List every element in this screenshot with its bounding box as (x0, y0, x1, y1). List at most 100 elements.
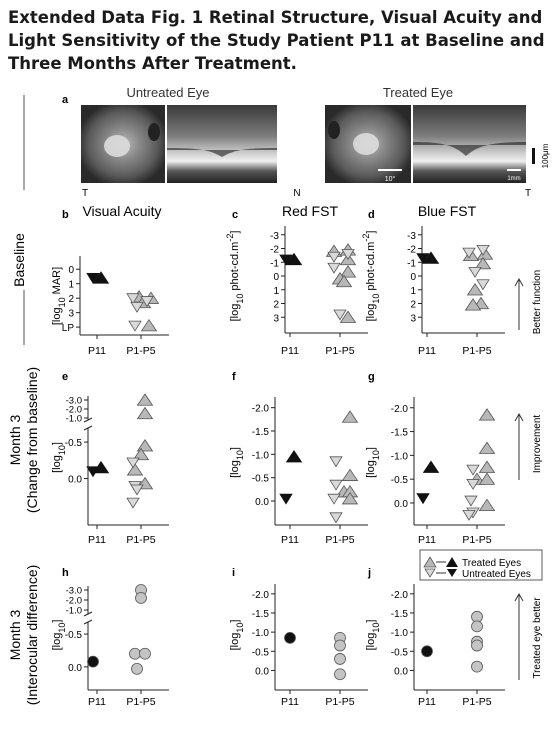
y-axis-label-c: [log10 phot-cd.m-2] (225, 231, 245, 322)
scale-bar-mm-label: 1mm (507, 176, 520, 182)
legend-treated-label: Treated Eyes (462, 558, 521, 569)
axis-break-mark (83, 425, 93, 431)
data-point (339, 265, 357, 278)
data-point (136, 406, 154, 420)
data-point (341, 410, 359, 423)
data-point (462, 247, 476, 259)
data-point (135, 592, 147, 604)
figure-title: Extended Data Fig. 1 Retinal Structure, … (8, 8, 545, 73)
axis-break-mark (83, 417, 93, 423)
scale-bar-degrees-label: 10° (385, 175, 396, 183)
panel-i: i [log10] -2.0 -1.5 -1.0 -0.5 0.0 P11 P1-P5 (229, 567, 368, 708)
x-tick-label: P1-P5 (126, 345, 155, 357)
legend-untreated-black-marker (447, 569, 457, 577)
y-tick-label: -1.5 (252, 427, 270, 438)
data-point (132, 447, 150, 461)
untreated-eye-label: Untreated Eye (126, 85, 209, 100)
data-point (126, 497, 140, 509)
data-point (126, 457, 140, 469)
data-point (471, 639, 483, 652)
y-tick-label: -1.0 (252, 628, 270, 639)
row-label-change-from-baseline: (Change from baseline) (24, 367, 40, 513)
y-tick-label: -1.0 (391, 628, 409, 639)
data-point (329, 456, 343, 468)
axis-break-mark (83, 619, 93, 625)
y-tick-label: 1 (68, 280, 74, 291)
data-point (130, 301, 144, 313)
data-point (128, 320, 142, 332)
panel-a: a Untreated Eye Treated Eye 10° 1mm 100μ… (62, 85, 550, 199)
data-point (471, 620, 483, 633)
legend-treated-black-marker (446, 557, 458, 567)
data-point (476, 244, 490, 256)
y-axis-label-b: [log10 MAR] (51, 267, 67, 325)
y-tick-label: 2 (410, 300, 416, 311)
x-tick-label: P1-P5 (462, 345, 491, 357)
y-tick-label: -1.5 (252, 609, 270, 620)
x-tick-label: P1-P5 (325, 534, 354, 546)
row-label-month3-change: Month 3 (7, 414, 23, 465)
panel-letter-c: c (232, 209, 238, 221)
data-point (129, 647, 141, 660)
y-tick-label: 3 (273, 313, 279, 324)
panel-title-d: Blue FST (418, 203, 477, 219)
y-tick-label: -3.0 (66, 396, 82, 407)
better-function-label: Better function (532, 270, 543, 334)
panel-letter-d: d (368, 209, 375, 221)
x-tick-label: P11 (88, 534, 106, 546)
data-point (416, 493, 430, 505)
data-point (327, 251, 341, 263)
data-point (140, 296, 154, 308)
x-tick-label: P11 (281, 345, 299, 357)
treated-better-label: Treated eye better (532, 597, 543, 679)
y-tick-label: -1.0 (391, 451, 409, 462)
untreated-oct-foveal-pit (167, 148, 277, 157)
data-point (464, 298, 482, 311)
data-point (329, 479, 343, 491)
panel-letter-b: b (62, 209, 69, 221)
data-point (285, 449, 303, 463)
y-tick-label: -3 (407, 231, 416, 242)
data-point (468, 266, 482, 278)
improvement-label: Improvement (532, 415, 543, 474)
panel-f: f [log10] -2.0 -1.5 -1.0 -0.5 0.0 P11 P1-P5 (229, 371, 368, 546)
treated-eye-label: Treated Eye (383, 85, 453, 100)
y-tick-label: 0.0 (255, 666, 269, 677)
y-tick-label: 1 (273, 286, 279, 297)
y-tick-label: -0.5 (252, 474, 270, 485)
data-point (329, 512, 343, 524)
x-tick-label: P1-P5 (462, 696, 491, 708)
data-point (478, 498, 496, 511)
legend-box (419, 549, 543, 581)
panel-letter-f: f (232, 371, 236, 383)
y-tick-label: -2.0 (66, 596, 82, 607)
panel-title-b: Visual Acuity (82, 203, 161, 219)
x-tick-label: P11 (281, 696, 299, 708)
data-point (126, 293, 140, 305)
y-tick-label: 0.0 (68, 663, 82, 674)
y-tick-label: -3.0 (66, 586, 82, 597)
y-tick-label: 2 (273, 300, 279, 311)
temporal-label-left: T (82, 188, 88, 199)
better-function-arrowhead (514, 277, 524, 287)
data-point (285, 252, 303, 266)
temporal-label-right: T (525, 188, 531, 199)
panel-d: d Blue FST [log10 phot-cd.m-2] -3 -2 -1 0 1 2 3 P1… (361, 203, 505, 357)
y-tick-label: -2.0 (391, 590, 409, 601)
improvement-arrowhead (514, 412, 524, 422)
x-tick-label: P11 (418, 534, 436, 546)
panel-j: j [log10] -2.0 -1.5 -1.0 -0.5 0.0 P11 P1-P5 (365, 567, 505, 708)
data-point (421, 645, 433, 658)
x-tick-label: P1-P5 (462, 534, 491, 546)
y-axis-label-g: [log10] (365, 447, 381, 478)
data-point (474, 256, 492, 270)
data-point (466, 283, 484, 296)
data-point (478, 472, 496, 485)
data-point (136, 439, 154, 452)
data-point (478, 460, 496, 473)
y-tick-label: -2.0 (66, 405, 82, 416)
x-tick-label: P1-P5 (126, 534, 155, 546)
data-point (476, 247, 494, 260)
